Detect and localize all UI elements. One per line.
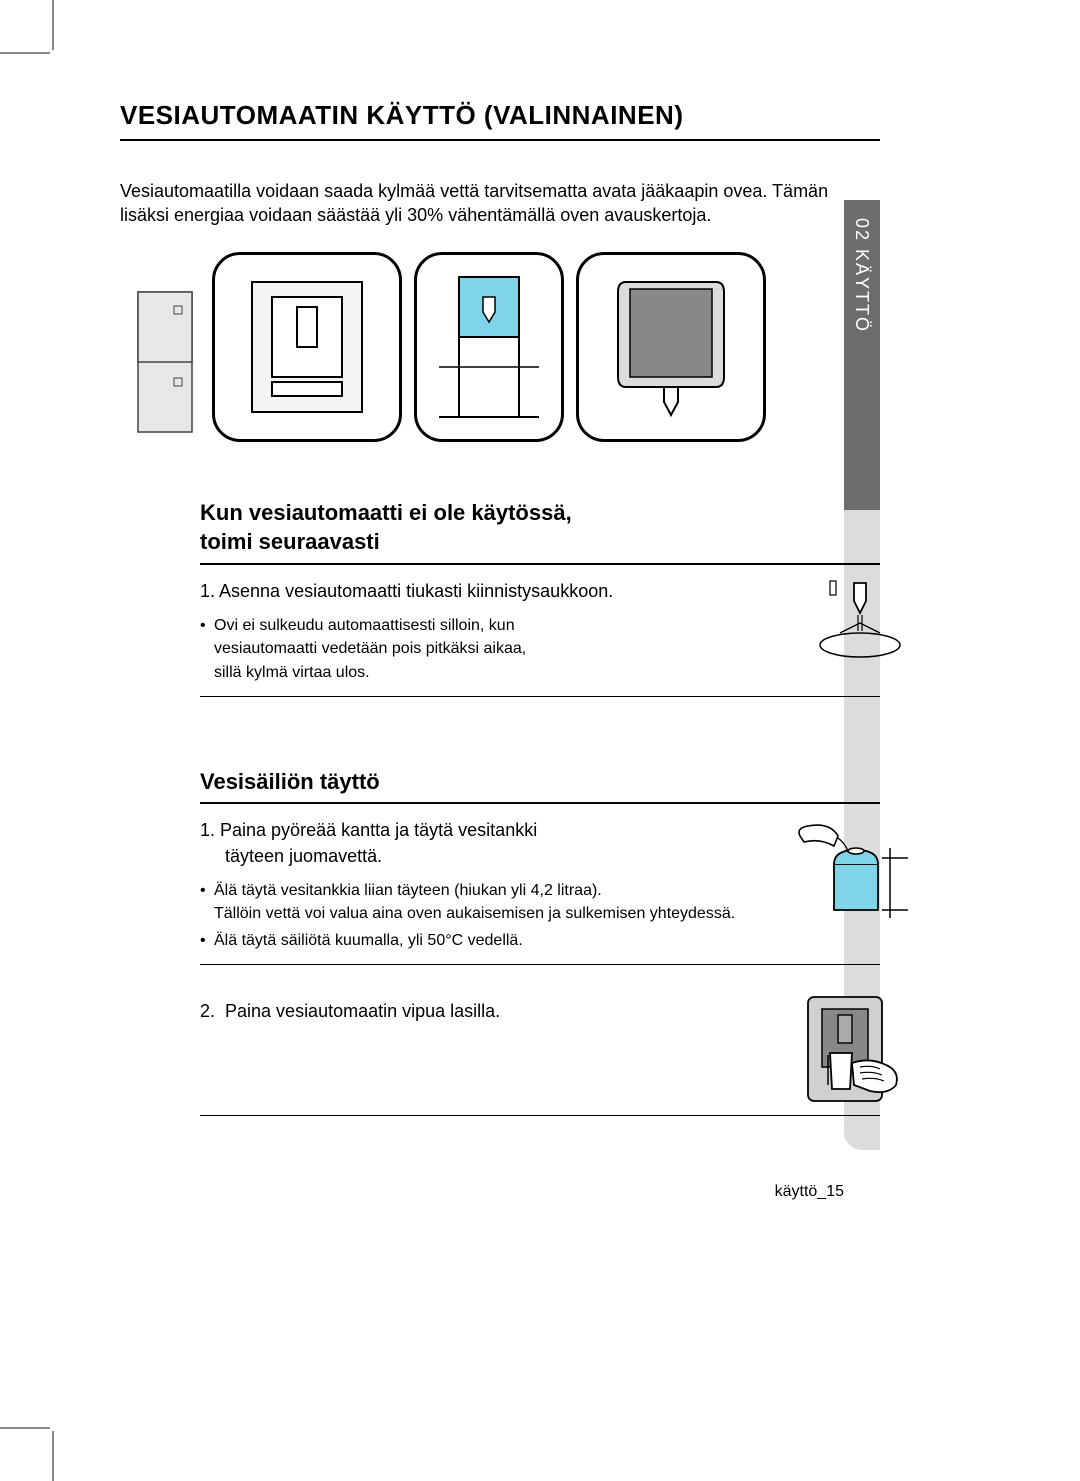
section2-press-illus — [800, 989, 910, 1109]
tank-inside-icon — [439, 267, 539, 427]
illustration-row — [130, 252, 880, 442]
bullet-dot: • — [200, 929, 214, 952]
crop-mark — [0, 52, 50, 54]
tank-inside-box — [414, 252, 564, 442]
bullet-dot: • — [200, 879, 214, 902]
section2-heading: Vesisäiliön täyttö — [200, 767, 880, 805]
dispenser-front-icon — [242, 272, 372, 422]
fridge-icon — [130, 282, 200, 442]
section1-b1a: Ovi ei sulkeudu automaattisesti silloin,… — [214, 617, 515, 634]
section1-heading-l1: Kun vesiautomaatti ei ole käytössä, — [200, 500, 572, 525]
main-title: VESIAUTOMAATIN KÄYTTÖ (VALINNAINEN) — [120, 100, 880, 141]
dispenser-side-icon — [606, 267, 736, 427]
section2-b1: Älä täytä vesitankkia liian täyteen (hiu… — [214, 882, 602, 899]
dispenser-side-box — [576, 252, 766, 442]
section1-b1c: sillä kylmä virtaa ulos. — [214, 664, 370, 681]
section2-step1a: 1. Paina pyöreää kantta ja täytä vesitan… — [200, 820, 537, 840]
dispenser-front-box — [212, 252, 402, 442]
section2-bullet1: •Älä täytä vesitankkia liian täyteen (hi… — [200, 879, 880, 925]
section1-step1-text: 1. Asenna vesiautomaatti tiukasti kiinni… — [200, 581, 613, 601]
section2-step2-text: 2. Paina vesiautomaatin vipua lasilla. — [200, 1001, 500, 1021]
section2-bullet2: •Älä täytä säiliötä kuumalla, yli 50°C v… — [200, 929, 880, 952]
section1-step1: 1. Asenna vesiautomaatti tiukasti kiinni… — [200, 579, 880, 604]
crop-mark — [52, 1431, 54, 1481]
bullet-dot: • — [200, 614, 214, 637]
section1-illus-icon — [810, 573, 910, 663]
section2-fill-illus — [790, 818, 910, 928]
section2-b1b: Tällöin vettä voi valua aina oven aukais… — [214, 905, 735, 922]
section2-step2: 2. Paina vesiautomaatin vipua lasilla. — [200, 999, 880, 1024]
section1-bullet: •Ovi ei sulkeudu automaattisesti silloin… — [200, 614, 880, 684]
section2-divider2 — [200, 1115, 880, 1116]
section2-step1: 1. Paina pyöreää kantta ja täytä vesitan… — [200, 818, 880, 868]
page-footer: käyttö_15 — [775, 1183, 844, 1201]
crop-mark — [0, 1427, 50, 1429]
intro-text: Vesiautomaatilla voidaan saada kylmää ve… — [120, 179, 840, 228]
section1-heading-l2: toimi seuraavasti — [200, 529, 380, 554]
section2-b2: Älä täytä säiliötä kuumalla, yli 50°C ve… — [214, 932, 523, 949]
crop-mark — [52, 0, 54, 50]
section2-step1b: täyteen juomavettä. — [200, 846, 382, 866]
page-content: VESIAUTOMAATIN KÄYTTÖ (VALINNAINEN) Vesi… — [120, 100, 880, 1116]
section1-b1b: vesiautomaatti vedetään pois pitkäksi ai… — [214, 640, 526, 657]
section1-heading: Kun vesiautomaatti ei ole käytössä, toim… — [200, 498, 880, 565]
